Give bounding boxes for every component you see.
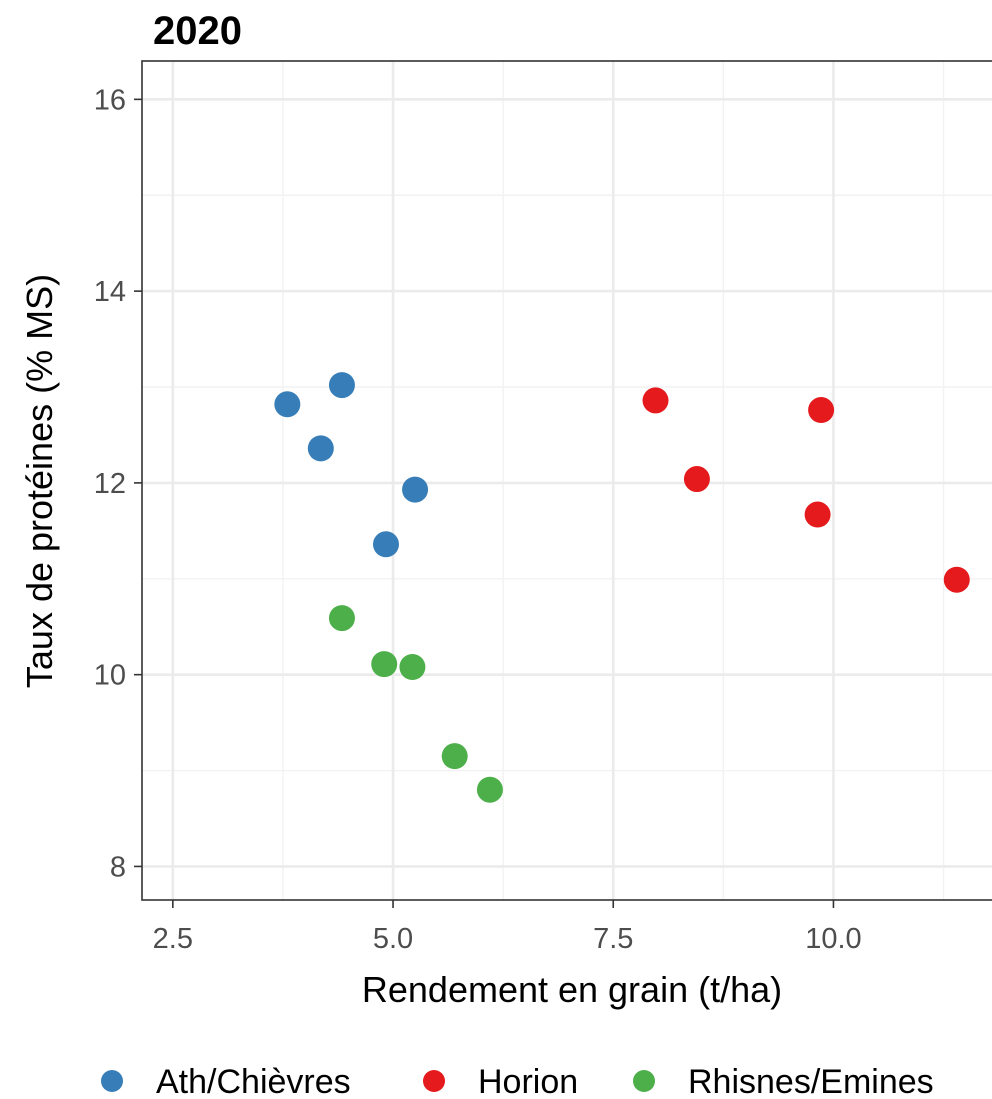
- y-tick-label: 8: [110, 851, 126, 883]
- data-point: [372, 531, 399, 558]
- legend-label: Rhisnes/Emines: [688, 1063, 934, 1099]
- chart-title: 2020: [153, 9, 242, 53]
- data-point: [683, 466, 710, 493]
- data-point: [328, 372, 355, 399]
- data-point: [307, 435, 334, 462]
- data-point: [399, 653, 426, 680]
- data-point: [441, 743, 468, 770]
- legend-label: Ath/Chièvres: [156, 1063, 351, 1099]
- y-tick-label: 16: [94, 84, 126, 116]
- grid-minor: [142, 61, 992, 900]
- x-tick-label: 10.0: [805, 923, 861, 955]
- data-point: [371, 651, 398, 678]
- y-tick-label: 10: [94, 660, 126, 692]
- data-point: [808, 397, 835, 424]
- data-point: [476, 776, 503, 803]
- x-tick-label: 5.0: [373, 923, 413, 955]
- x-tick-label: 7.5: [593, 923, 633, 955]
- y-tick-label: 14: [94, 276, 126, 308]
- legend-marker: [423, 1070, 445, 1092]
- data-points: [274, 372, 970, 803]
- y-tick-label: 12: [94, 468, 126, 500]
- data-point: [804, 501, 831, 528]
- data-point: [402, 476, 429, 503]
- grid-major: [142, 61, 992, 900]
- data-point: [943, 566, 970, 593]
- data-point: [328, 605, 355, 632]
- x-tick-label: 2.5: [153, 923, 193, 955]
- data-point: [274, 391, 301, 418]
- panel-border: [141, 60, 992, 901]
- legend-marker: [101, 1070, 123, 1092]
- legend-label: Horion: [478, 1063, 578, 1099]
- data-point: [642, 387, 669, 414]
- x-axis-label: Rendement en grain (t/ha): [362, 969, 782, 1010]
- y-axis: 8 10 12 14 16: [94, 84, 142, 883]
- x-axis: 2.5 5.0 7.5 10.0: [153, 900, 862, 955]
- legend: Ath/Chièvres Horion Rhisnes/Emines: [101, 1063, 934, 1099]
- y-axis-label: Taux de protéines (% MS): [19, 274, 60, 688]
- legend-marker: [633, 1070, 655, 1092]
